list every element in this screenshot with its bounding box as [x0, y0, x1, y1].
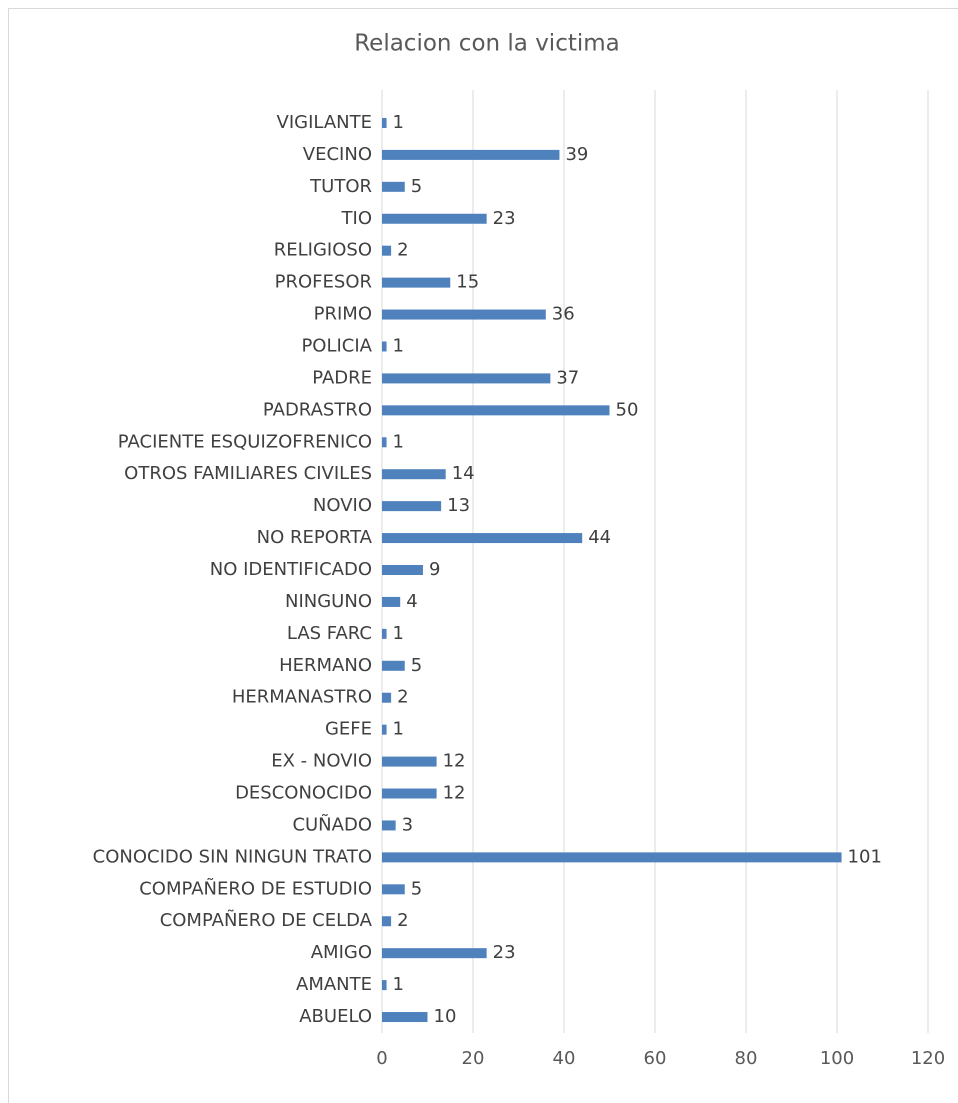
y-tick-label: PROFESOR — [275, 272, 372, 293]
bar — [382, 437, 387, 448]
y-tick-label: NO REPORTA — [257, 527, 373, 548]
bar — [382, 596, 401, 607]
data-label: 5 — [411, 878, 422, 899]
bar — [382, 213, 487, 224]
data-label: 1 — [393, 719, 404, 740]
bar — [382, 628, 387, 639]
bar — [382, 980, 387, 991]
chart-border — [8, 8, 958, 1103]
bar — [382, 181, 405, 192]
bar — [382, 533, 583, 544]
y-tick-label: AMANTE — [296, 974, 372, 995]
y-tick-label: OTROS FAMILIARES CIVILES — [124, 463, 372, 484]
y-tick-label: AMIGO — [311, 942, 372, 963]
y-tick-label: VIGILANTE — [277, 112, 372, 133]
bar — [382, 660, 405, 671]
data-label: 23 — [493, 942, 516, 963]
data-label: 1 — [393, 623, 404, 644]
bar — [382, 469, 446, 480]
bar — [382, 149, 560, 160]
bar — [382, 1012, 428, 1023]
y-tick-label: NOVIO — [313, 495, 372, 516]
y-tick-label: ABUELO — [299, 1006, 372, 1027]
bar — [382, 724, 387, 735]
bar — [382, 820, 396, 831]
x-tick-label: 40 — [553, 1048, 576, 1069]
data-label: 14 — [452, 463, 475, 484]
y-tick-label: PADRE — [312, 367, 372, 388]
data-label: 1 — [393, 974, 404, 995]
data-label: 13 — [447, 495, 470, 516]
bar — [382, 373, 551, 384]
y-tick-label: VECINO — [303, 144, 372, 165]
y-tick-label: CUÑADO — [292, 813, 372, 835]
data-label: 36 — [552, 304, 575, 325]
y-tick-label: DESCONOCIDO — [235, 783, 372, 804]
data-label: 1 — [393, 335, 404, 356]
data-label: 2 — [397, 687, 408, 708]
y-tick-label: GEFE — [325, 719, 372, 740]
bar — [382, 884, 405, 895]
y-tick-label: TUTOR — [309, 176, 372, 197]
bar — [382, 916, 392, 927]
y-tick-label: LAS FARC — [287, 623, 372, 644]
x-tick-label: 120 — [911, 1048, 945, 1069]
y-tick-label: PACIENTE ESQUIZOFRENICO — [118, 431, 372, 452]
data-label: 44 — [588, 527, 611, 548]
data-label: 1 — [393, 431, 404, 452]
x-tick-label: 80 — [735, 1048, 758, 1069]
bar — [382, 341, 387, 352]
y-tick-label: HERMANO — [279, 655, 372, 676]
data-label: 12 — [443, 783, 466, 804]
data-label: 15 — [456, 272, 479, 293]
y-tick-label: EX - NOVIO — [271, 751, 372, 772]
x-tick-label: 60 — [644, 1048, 667, 1069]
data-label: 12 — [443, 751, 466, 772]
bar — [382, 245, 392, 256]
y-tick-label: RELIGIOSO — [274, 240, 372, 261]
bar — [382, 565, 423, 575]
bar — [382, 788, 437, 799]
x-tick-label: 20 — [462, 1048, 485, 1069]
data-label: 5 — [411, 655, 422, 676]
data-label: 37 — [556, 367, 579, 388]
bar — [382, 756, 437, 767]
y-tick-label: NO IDENTIFICADO — [210, 559, 372, 580]
bar — [382, 405, 610, 416]
bar — [382, 852, 842, 863]
y-tick-label: COMPAÑERO DE ESTUDIO — [139, 877, 372, 899]
y-tick-label: COMPAÑERO DE CELDA — [160, 909, 373, 931]
bar — [382, 309, 546, 320]
data-label: 5 — [411, 176, 422, 197]
data-label: 10 — [434, 1006, 457, 1027]
y-tick-label: HERMANASTRO — [232, 687, 372, 708]
x-tick-label: 100 — [820, 1048, 854, 1069]
bar — [382, 501, 442, 512]
data-label: 1 — [393, 112, 404, 133]
bar — [382, 692, 392, 703]
y-tick-label: POLICIA — [301, 335, 372, 356]
data-label: 3 — [402, 814, 413, 835]
data-label: 23 — [493, 208, 516, 229]
y-tick-label: TIO — [341, 208, 372, 229]
y-tick-label: NINGUNO — [285, 591, 372, 612]
y-tick-label: PADRASTRO — [263, 399, 372, 420]
x-tick-label: 0 — [376, 1048, 387, 1069]
data-label: 9 — [429, 559, 440, 580]
y-tick-label: PRIMO — [314, 304, 372, 325]
bar — [382, 277, 451, 288]
bar — [382, 948, 487, 959]
data-label: 101 — [848, 846, 882, 867]
data-label: 2 — [397, 910, 408, 931]
data-label: 39 — [565, 144, 588, 165]
data-label: 50 — [616, 399, 639, 420]
bar — [382, 117, 387, 128]
chart-title: Relacion con la victima — [354, 31, 620, 57]
y-tick-label: CONOCIDO SIN NINGUN TRATO — [93, 846, 372, 867]
data-label: 2 — [397, 240, 408, 261]
data-label: 4 — [406, 591, 417, 612]
